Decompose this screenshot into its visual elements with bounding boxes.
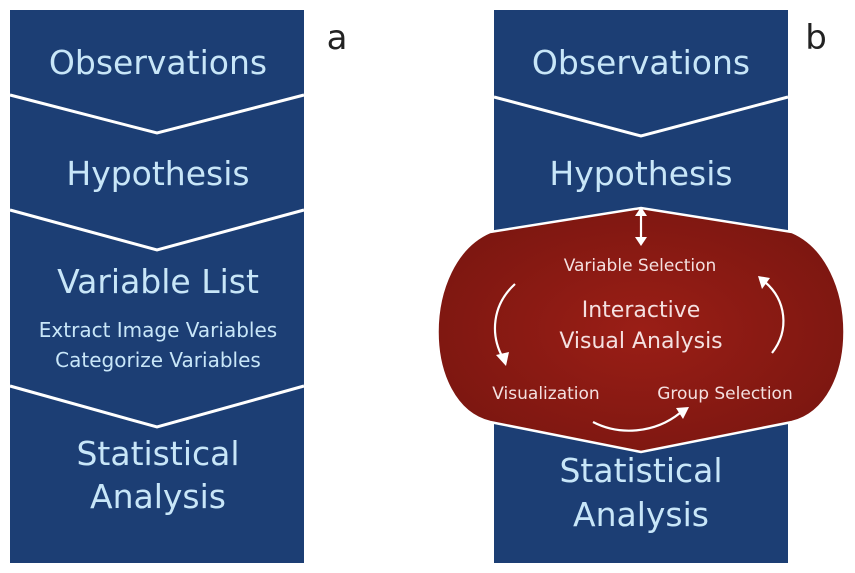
- panel-a-analysis-label: Analysis: [90, 477, 226, 516]
- panel-a-variable-list-label: Variable List: [57, 262, 259, 301]
- cycle-arrow-bottom-icon: [592, 407, 689, 432]
- panel-a-background: [10, 10, 304, 563]
- panel-a-extract-label: Extract Image Variables: [39, 318, 277, 342]
- panel-b-analysis-label: Analysis: [573, 495, 709, 534]
- loop-title-line-2: Visual Analysis: [559, 329, 722, 354]
- panel-a-letter: a: [327, 18, 348, 58]
- bidirectional-arrow-icon: [635, 207, 647, 246]
- cycle-arrow-right-icon: [758, 276, 785, 354]
- cycle-arrow-left-icon: [493, 283, 516, 366]
- loop-title-line-1: Interactive: [582, 298, 701, 323]
- panel-b-observations-label: Observations: [532, 43, 750, 82]
- panel-b: Observations Hypothesis Variable Selecti…: [436, 10, 846, 563]
- panel-a-chevron-2: [9, 208, 305, 252]
- interactive-loop-shape: [436, 206, 846, 454]
- panel-a-categorize-label: Categorize Variables: [55, 348, 261, 372]
- panel-b-hypothesis-label: Hypothesis: [549, 154, 732, 193]
- panel-b-letter: b: [805, 18, 827, 58]
- group-selection-label: Group Selection: [657, 384, 793, 404]
- panel-a: Observations Hypothesis Variable List Ex…: [9, 10, 305, 563]
- panel-a-hypothesis-label: Hypothesis: [66, 154, 249, 193]
- panel-a-observations-label: Observations: [49, 43, 267, 82]
- panel-a-chevron-3: [9, 384, 305, 429]
- panel-b-statistical-label: Statistical: [559, 451, 722, 490]
- visualization-label: Visualization: [492, 384, 599, 404]
- panel-a-chevron-1: [9, 93, 305, 135]
- variable-selection-label: Variable Selection: [564, 256, 717, 276]
- panel-a-statistical-label: Statistical: [76, 434, 239, 473]
- panel-b-chevron-1: [493, 95, 789, 138]
